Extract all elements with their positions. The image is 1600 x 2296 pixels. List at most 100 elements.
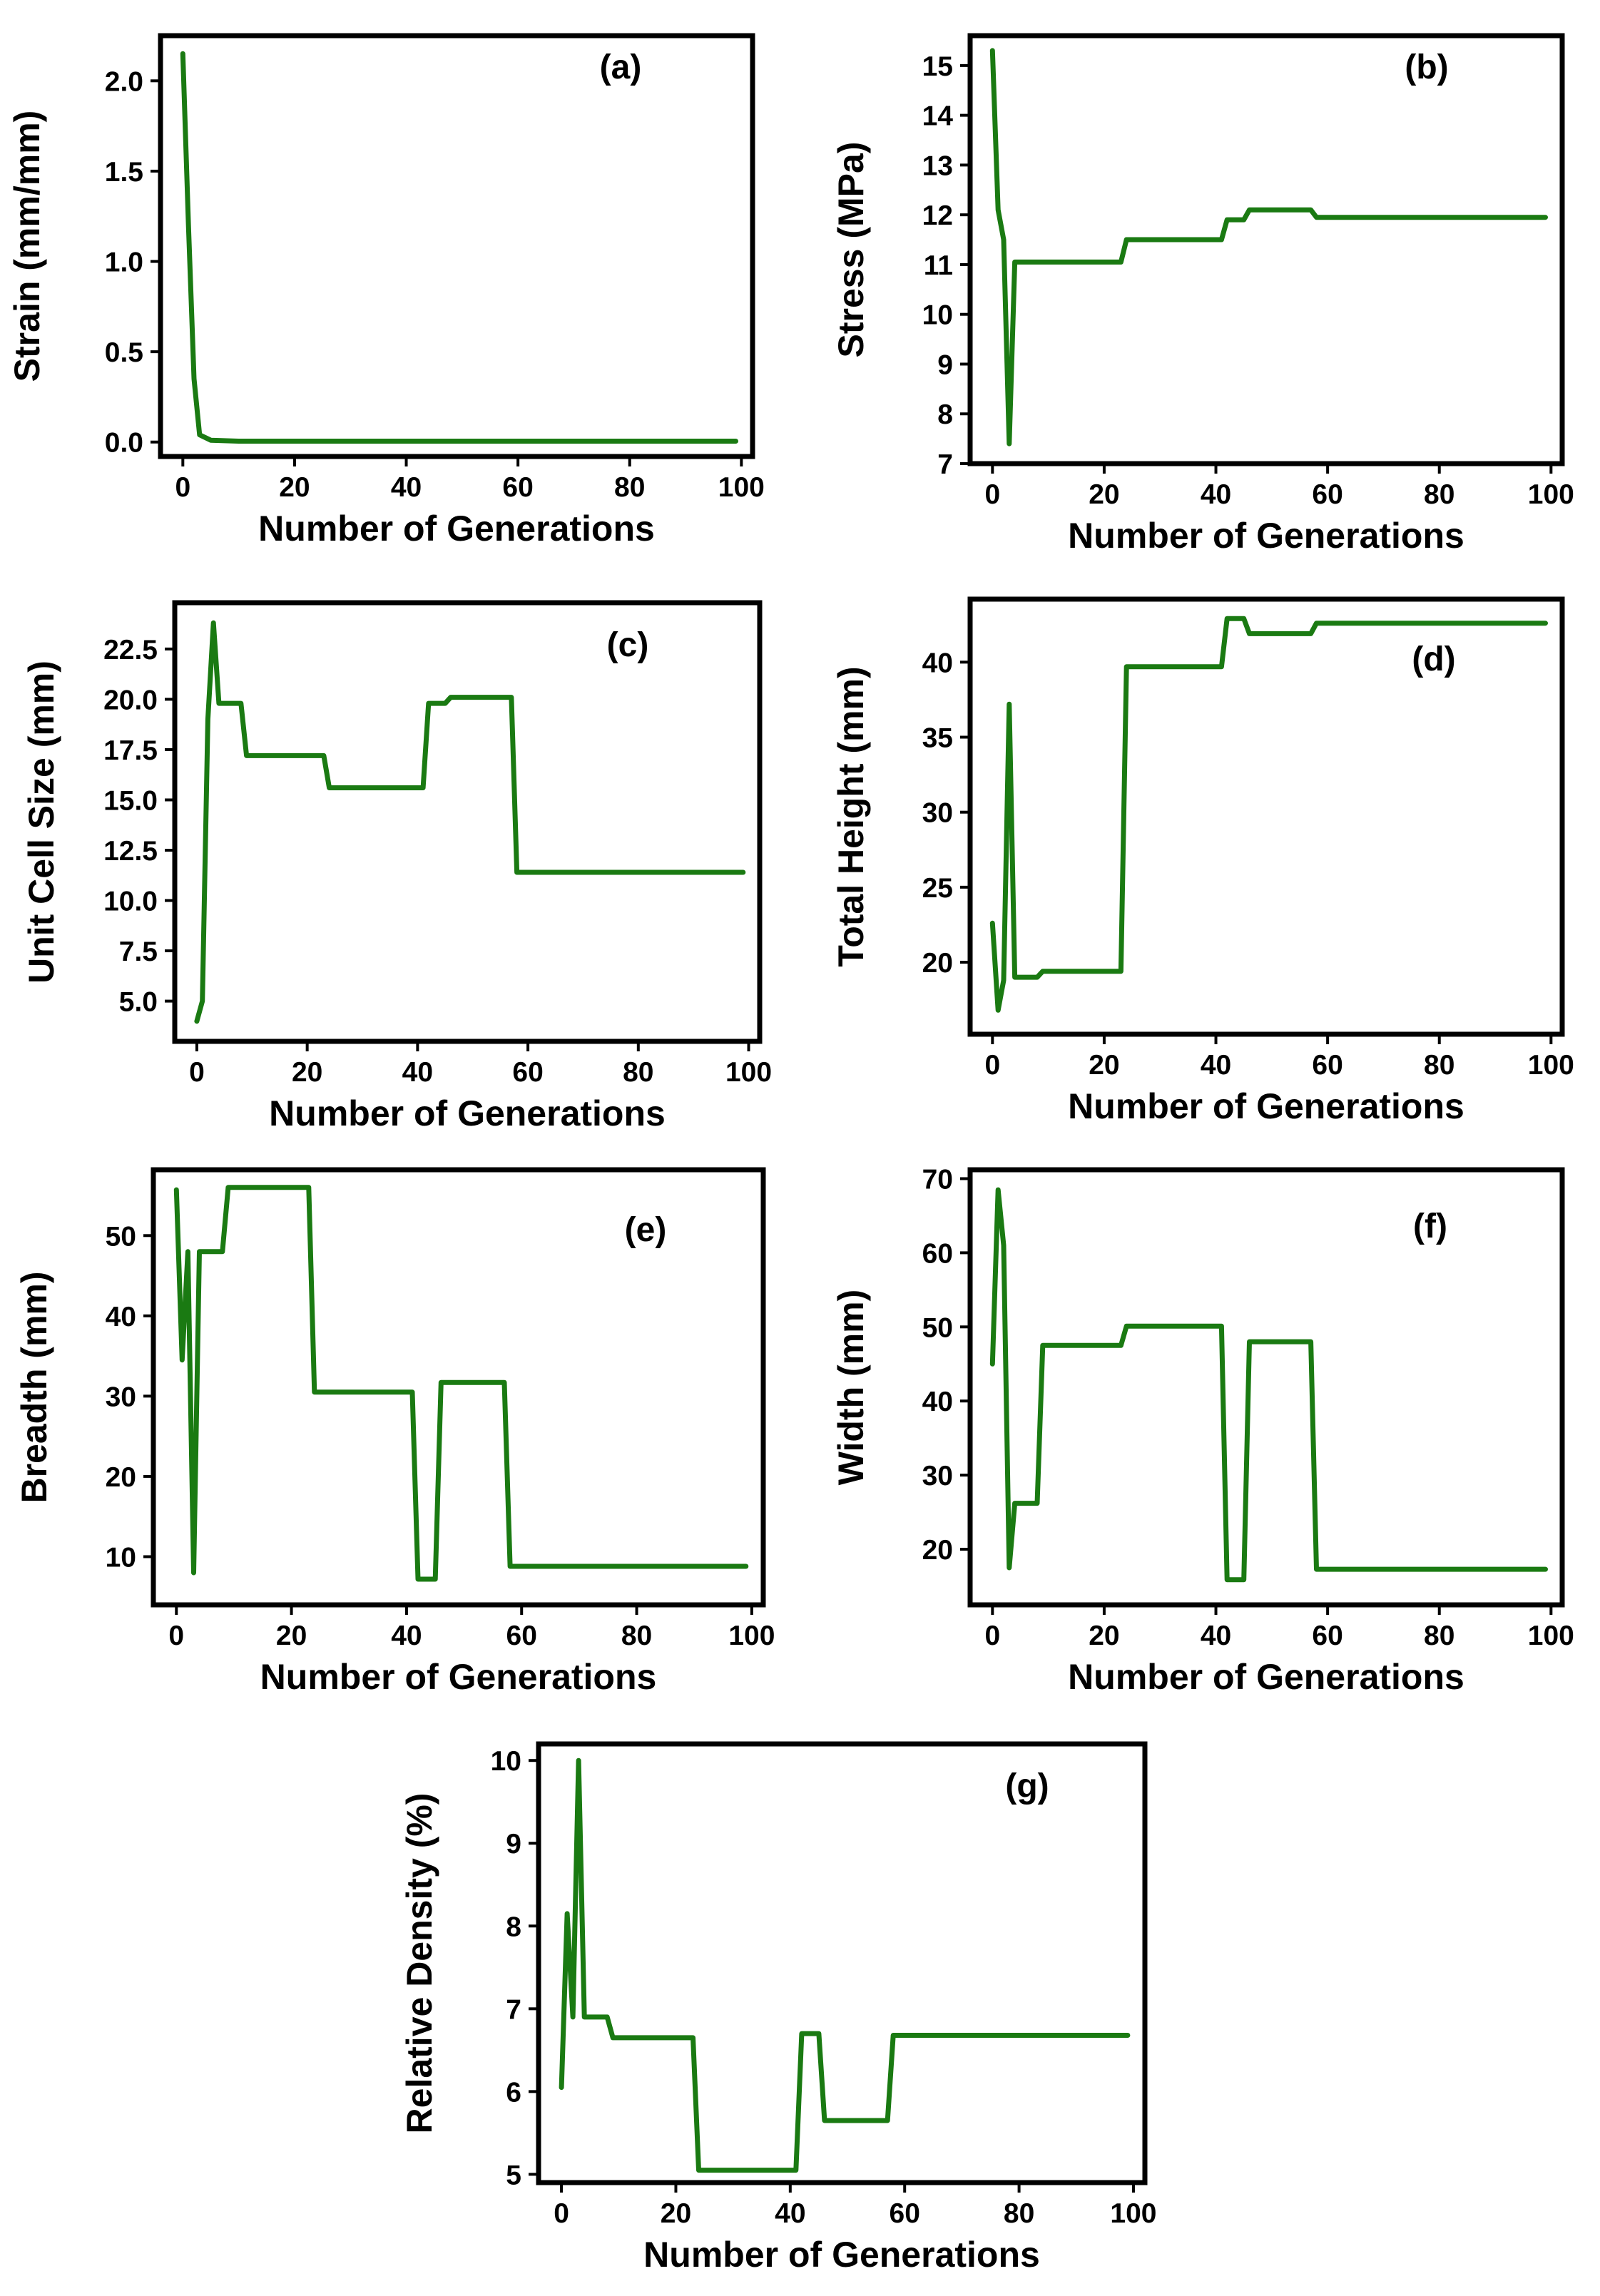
y-tick-label-c: 22.5 (103, 635, 158, 665)
x-tick-label-f: 60 (1312, 1621, 1342, 1651)
x-tick-label-g: 100 (1110, 2198, 1156, 2229)
x-tick-label-f: 0 (984, 1621, 1000, 1651)
y-tick-label-c: 7.5 (119, 937, 158, 967)
y-axis-label-d: Total Height (mm) (831, 666, 871, 966)
y-tick-label-f: 60 (922, 1238, 953, 1269)
y-tick-label-f: 20 (922, 1535, 953, 1566)
panel-tag-b: (b) (1405, 49, 1448, 86)
x-tick-label-e: 80 (621, 1621, 652, 1651)
y-tick-label-g: 5 (506, 2160, 521, 2190)
series-line-f-0 (989, 1187, 1548, 1583)
y-tick-label-b: 12 (922, 200, 953, 231)
x-axis-label-b: Number of Generations (1068, 516, 1464, 556)
series-line-a-0 (180, 51, 738, 444)
x-tick-label-a: 40 (391, 472, 422, 503)
x-tick-label-c: 60 (512, 1057, 543, 1088)
x-tick-label-b: 80 (1424, 479, 1454, 510)
y-tick-label-a: 0.5 (105, 337, 143, 368)
panel-tag-e: (e) (625, 1211, 667, 1249)
chart-panel-b: 0 20 40 60 80 100 7 8 9 10 11 12 13 14 15 Number of Gen… (831, 33, 1574, 556)
x-tick-label-a: 20 (279, 472, 310, 503)
series-line-b-0 (989, 48, 1548, 447)
series-line-g-0 (559, 1757, 1131, 2173)
panel-tag-d: (d) (1412, 641, 1455, 678)
x-tick-label-c: 80 (623, 1057, 653, 1088)
y-tick-label-b: 7 (937, 449, 953, 480)
y-tick-label-e: 30 (106, 1382, 136, 1412)
x-tick-label-d: 40 (1201, 1050, 1231, 1081)
y-tick-label-c: 15.0 (103, 785, 158, 816)
chart-panel-d: 0 20 40 60 80 100 20 25 30 35 40 Number of Generati… (831, 596, 1574, 1126)
x-tick-label-f: 80 (1424, 1621, 1454, 1651)
y-axis-label-g: Relative Density (%) (399, 1793, 439, 2134)
x-tick-label-b: 60 (1312, 479, 1342, 510)
x-tick-label-f: 40 (1201, 1621, 1231, 1651)
panel-tag-c: (c) (607, 626, 649, 664)
x-tick-label-g: 20 (661, 2198, 691, 2229)
plot-frame-e (151, 1167, 766, 1608)
y-tick-label-d: 40 (922, 648, 953, 678)
y-tick-label-f: 50 (922, 1312, 953, 1343)
y-tick-label-d: 35 (922, 723, 953, 754)
y-axis-label-b: Stress (MPa) (831, 142, 871, 358)
x-tick-label-c: 100 (725, 1057, 772, 1088)
plot-frame-g (536, 1741, 1148, 2185)
y-tick-label-b: 10 (922, 300, 953, 331)
y-tick-label-c: 12.5 (103, 836, 158, 867)
y-tick-label-a: 1.0 (105, 248, 143, 278)
y-tick-label-a: 2.0 (105, 66, 143, 97)
x-axis-label-d: Number of Generations (1068, 1086, 1464, 1126)
y-tick-label-b: 15 (922, 51, 953, 82)
x-tick-label-e: 40 (391, 1621, 422, 1651)
chart-panel-g: 0 20 40 60 80 100 5 6 7 8 9 10 Number of Generations… (399, 1741, 1157, 2275)
chart-panel-c: 0 20 40 60 80 100 5.0 7.5 10.0 12.5 15.0 17.5 20.0 22… (21, 600, 772, 1133)
x-tick-label-e: 60 (506, 1621, 537, 1651)
x-tick-label-g: 80 (1004, 2198, 1034, 2229)
x-axis-label-a: Number of Generations (258, 509, 655, 549)
panel-tag-g: (g) (1005, 1767, 1049, 1805)
y-tick-label-b: 8 (937, 399, 953, 430)
chart-panel-e: 0 20 40 60 80 100 10 20 30 40 50 Number of Generati… (14, 1167, 775, 1697)
x-tick-label-b: 40 (1201, 479, 1231, 510)
x-tick-label-d: 100 (1528, 1050, 1574, 1081)
series-line-d-0 (989, 616, 1548, 1013)
y-tick-label-a: 0.0 (105, 428, 143, 459)
plot-frame-d (967, 596, 1565, 1037)
y-tick-label-c: 20.0 (103, 685, 158, 715)
x-tick-label-f: 100 (1528, 1621, 1574, 1651)
x-tick-label-g: 40 (775, 2198, 805, 2229)
y-tick-label-g: 9 (506, 1829, 521, 1859)
y-tick-label-b: 13 (922, 150, 953, 181)
x-tick-label-e: 20 (276, 1621, 307, 1651)
x-axis-label-g: Number of Generations (643, 2235, 1040, 2275)
y-axis-label-e: Breadth (mm) (14, 1271, 54, 1503)
plot-frame-b (967, 33, 1565, 466)
x-tick-label-a: 0 (175, 472, 190, 503)
x-tick-label-d: 80 (1424, 1050, 1454, 1081)
x-tick-label-g: 0 (554, 2198, 569, 2229)
y-tick-label-g: 8 (506, 1912, 521, 1942)
x-tick-label-g: 60 (890, 2198, 920, 2229)
y-tick-label-e: 20 (106, 1462, 136, 1493)
y-tick-label-c: 17.5 (103, 735, 158, 766)
x-tick-label-a: 80 (614, 472, 645, 503)
x-tick-label-e: 100 (728, 1621, 775, 1651)
x-tick-label-c: 20 (292, 1057, 322, 1088)
y-tick-label-a: 1.5 (105, 157, 143, 188)
y-tick-label-d: 30 (922, 798, 953, 829)
x-tick-label-b: 0 (984, 479, 1000, 510)
y-axis-label-a: Strain (mm/mm) (7, 111, 47, 382)
y-tick-label-g: 7 (506, 1994, 521, 2025)
x-tick-label-d: 0 (984, 1050, 1000, 1081)
x-tick-label-c: 40 (402, 1057, 433, 1088)
plot-frame-f (967, 1167, 1565, 1608)
x-tick-label-b: 100 (1528, 479, 1574, 510)
plot-frame-a (158, 33, 755, 459)
y-tick-label-g: 10 (491, 1746, 521, 1777)
y-tick-label-d: 25 (922, 873, 953, 904)
y-tick-label-b: 9 (937, 349, 953, 380)
y-axis-label-c: Unit Cell Size (mm) (21, 660, 61, 984)
x-tick-label-d: 20 (1089, 1050, 1119, 1081)
x-tick-label-f: 20 (1089, 1621, 1119, 1651)
